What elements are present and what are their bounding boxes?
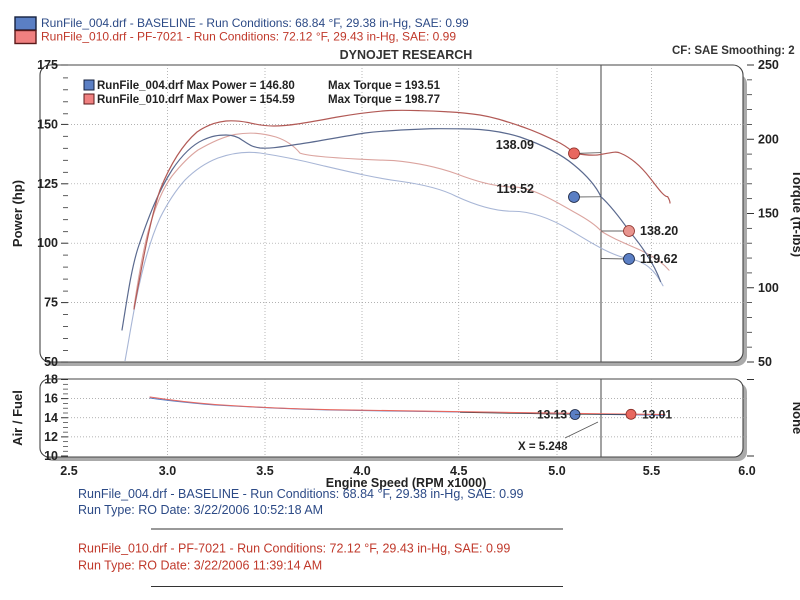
svg-text:2.5: 2.5	[60, 464, 77, 478]
svg-text:5.0: 5.0	[548, 464, 565, 478]
svg-text:3.0: 3.0	[159, 464, 176, 478]
svg-text:RunFile_010.drf - PF-7021 -: RunFile_010.drf - PF-7021 - Run Conditio…	[78, 542, 510, 556]
svg-text:DYNOJET RESEARCH: DYNOJET RESEARCH	[340, 48, 473, 62]
svg-text:119.62: 119.62	[640, 252, 678, 266]
svg-text:150: 150	[758, 207, 779, 221]
svg-text:Max Torque = 193.51: Max Torque = 193.51	[328, 80, 441, 92]
svg-text:18: 18	[44, 373, 58, 387]
svg-text:RunFile_010.drf Max Power = 15: RunFile_010.drf Max Power = 154.59	[97, 94, 295, 106]
svg-text:Run Type: RO Date: 3/22/2006: Run Type: RO Date: 3/22/2006 11:39:14 AM	[78, 559, 322, 573]
svg-text:10: 10	[44, 449, 58, 463]
svg-text:200: 200	[758, 132, 779, 146]
svg-text:RunFile_004.drf - BASELINE -: RunFile_004.drf - BASELINE - Run Conditi…	[41, 16, 469, 30]
svg-text:50: 50	[44, 355, 58, 369]
svg-text:50: 50	[758, 355, 772, 369]
svg-text:RunFile_004.drf Max Power = 14: RunFile_004.drf Max Power = 146.80	[97, 80, 295, 92]
svg-text:X = 5.248: X = 5.248	[518, 441, 568, 453]
svg-text:100: 100	[37, 236, 58, 250]
svg-text:None: None	[790, 402, 800, 435]
svg-text:125: 125	[37, 177, 58, 191]
svg-text:16: 16	[44, 392, 58, 406]
svg-text:138.09: 138.09	[496, 138, 534, 152]
svg-text:100: 100	[758, 281, 779, 295]
svg-text:3.5: 3.5	[256, 464, 273, 478]
svg-text:175: 175	[37, 58, 58, 72]
svg-text:Power (hp): Power (hp)	[10, 180, 25, 247]
svg-text:Air / Fuel: Air / Fuel	[10, 390, 25, 446]
svg-text:119.52: 119.52	[496, 182, 534, 196]
svg-text:RunFile_010.drf - PF-7021 -: RunFile_010.drf - PF-7021 - Run Conditio…	[41, 30, 456, 44]
svg-text:6.0: 6.0	[738, 464, 755, 478]
svg-text:Torque (ft-lbs): Torque (ft-lbs)	[790, 170, 800, 257]
svg-text:13.13: 13.13	[537, 408, 567, 422]
svg-text:5.5: 5.5	[643, 464, 660, 478]
svg-text:Max Torque = 198.77: Max Torque = 198.77	[328, 94, 440, 106]
svg-text:12: 12	[44, 430, 58, 444]
svg-text:Run Type: RO Date: 3/22/2006: Run Type: RO Date: 3/22/2006 10:52:18 AM	[78, 503, 323, 517]
svg-text:14: 14	[44, 411, 58, 425]
svg-text:CF: SAE Smoothing: 2: CF: SAE Smoothing: 2	[672, 45, 795, 57]
svg-text:138.20: 138.20	[640, 224, 678, 238]
svg-text:RunFile_004.drf - BASELINE -: RunFile_004.drf - BASELINE - Run Conditi…	[78, 487, 524, 501]
svg-text:250: 250	[758, 58, 779, 72]
svg-text:150: 150	[37, 117, 58, 131]
svg-text:13.01: 13.01	[642, 407, 672, 421]
svg-text:75: 75	[44, 296, 58, 310]
